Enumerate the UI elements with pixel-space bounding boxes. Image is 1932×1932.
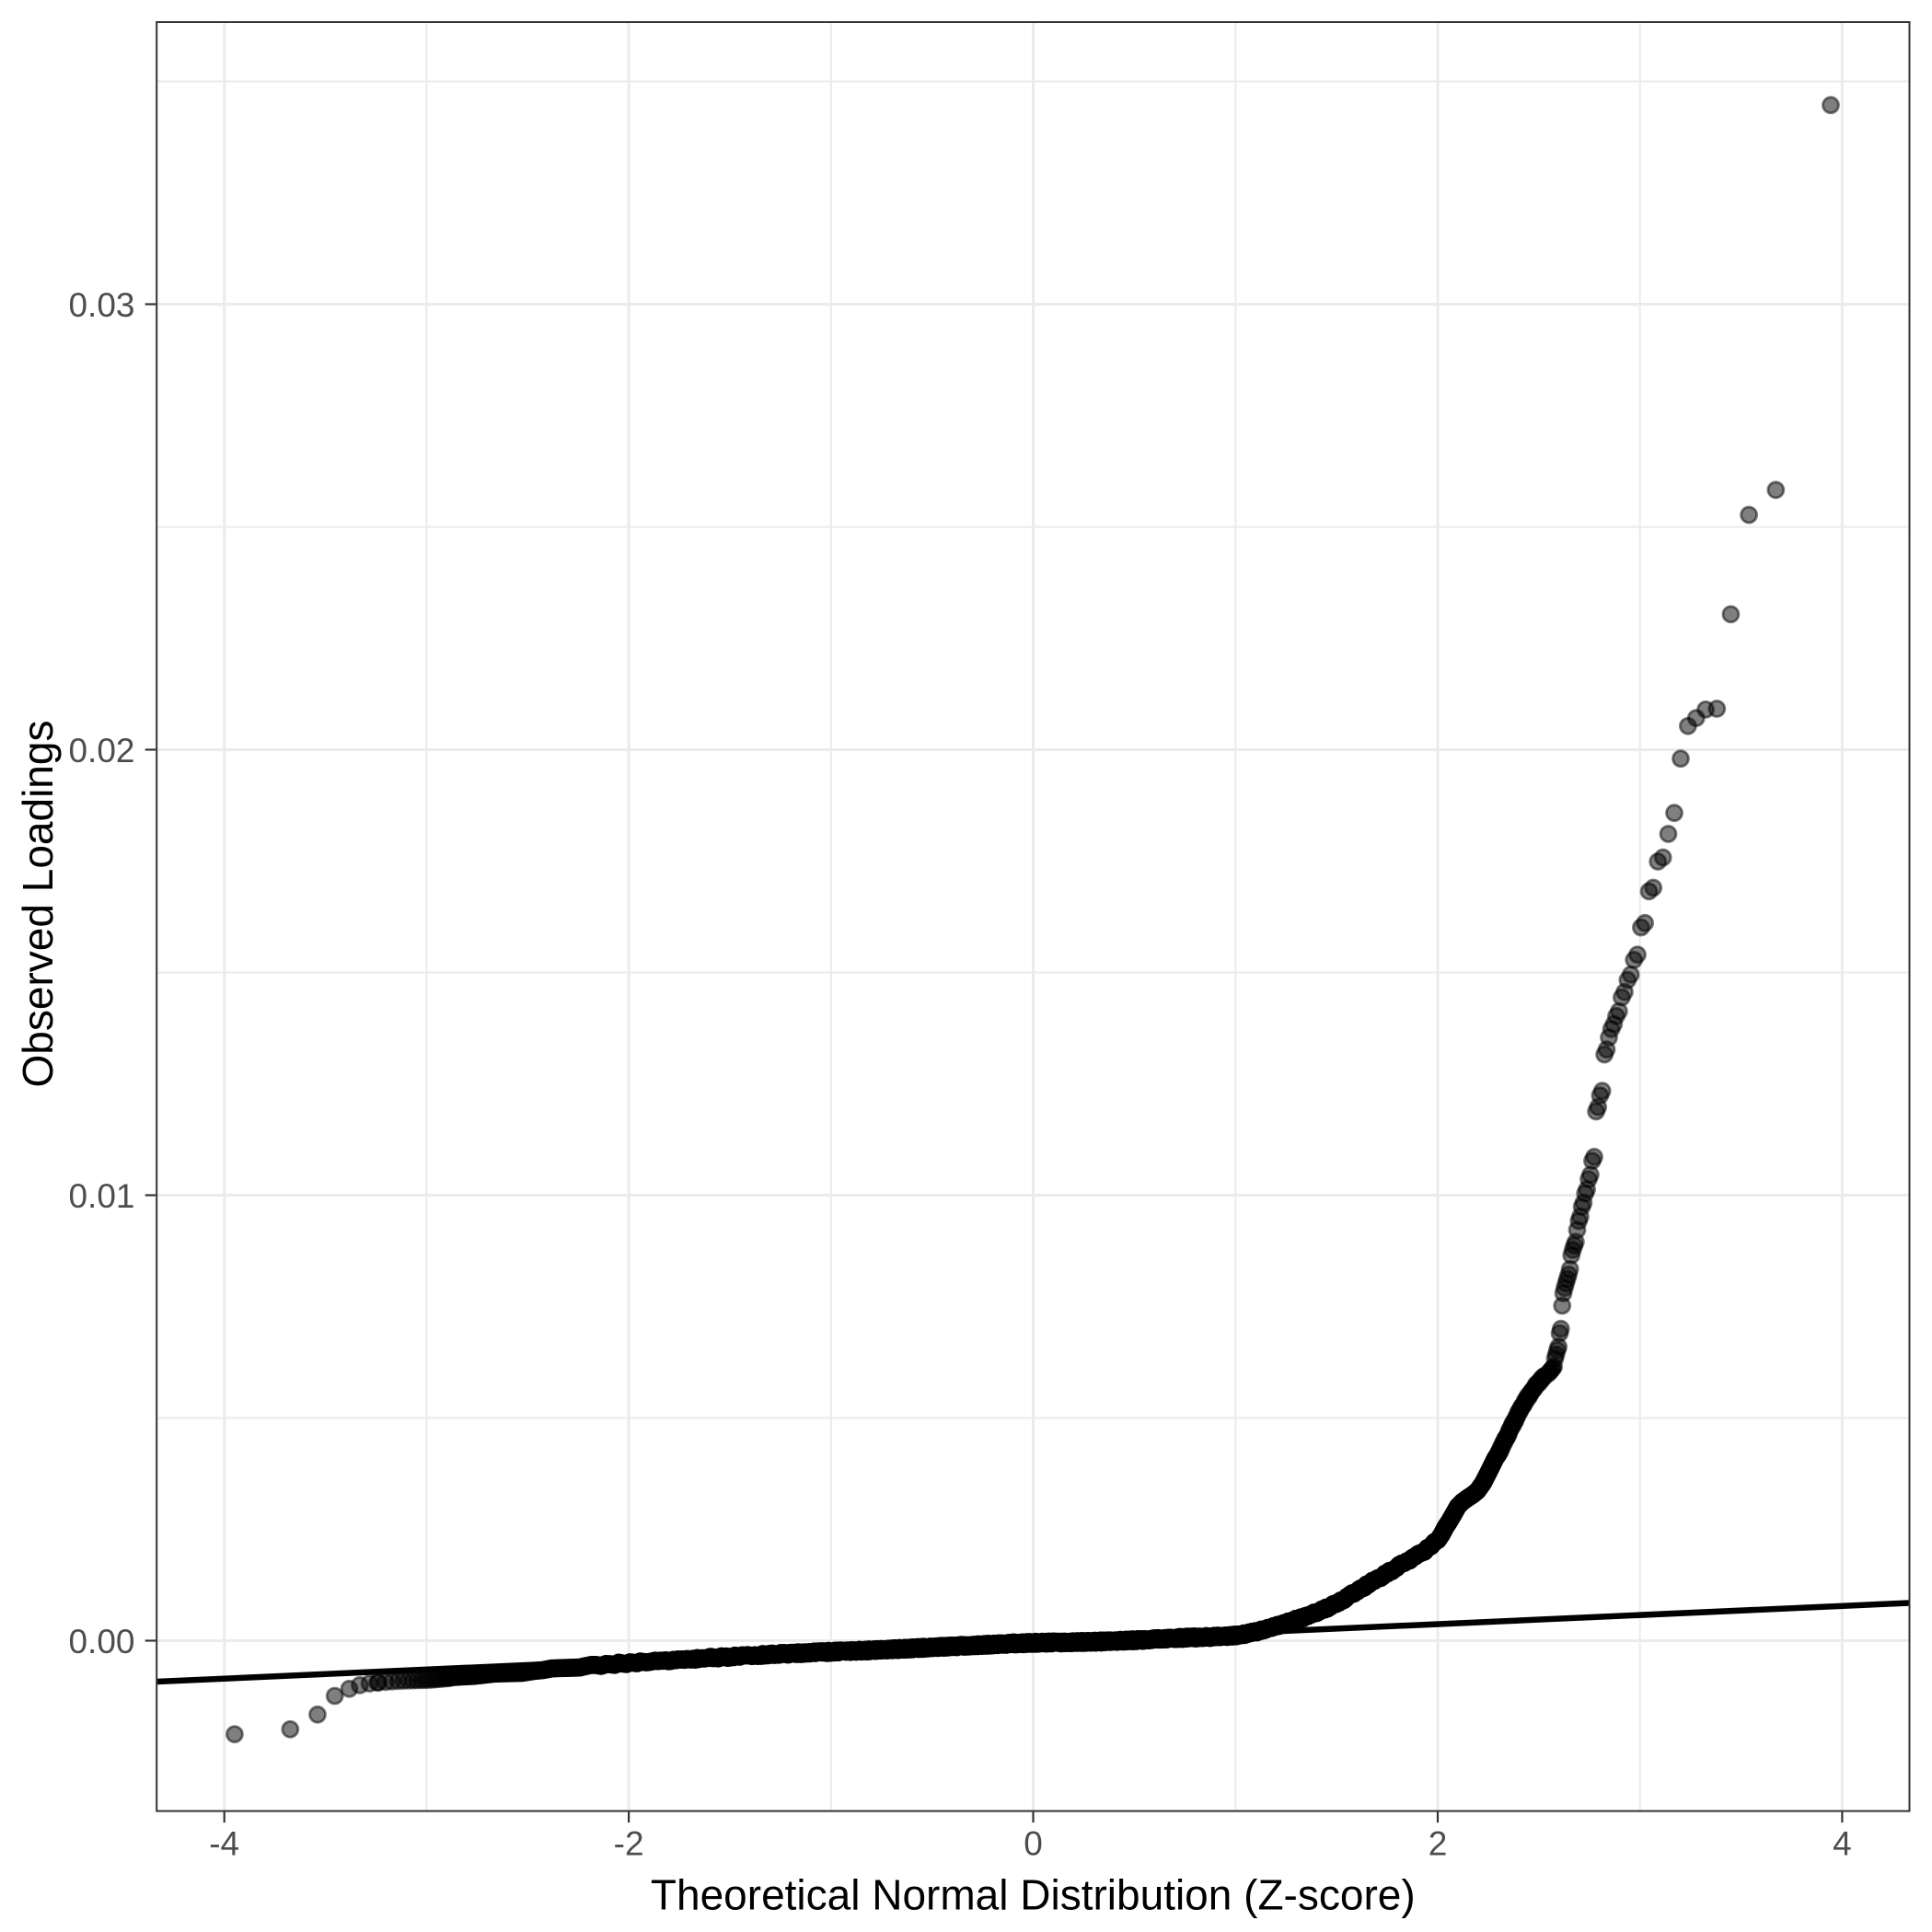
svg-text:0: 0: [1024, 1825, 1043, 1863]
svg-text:0.01: 0.01: [68, 1177, 134, 1215]
svg-text:4: 4: [1833, 1825, 1852, 1863]
svg-text:Theoretical Normal Distributio: Theoretical Normal Distribution (Z-score…: [651, 1871, 1416, 1919]
svg-text:0.02: 0.02: [68, 732, 134, 769]
svg-text:-2: -2: [614, 1825, 644, 1863]
svg-text:Observed Loadings: Observed Loadings: [14, 721, 62, 1088]
svg-text:2: 2: [1429, 1825, 1448, 1863]
svg-text:0.00: 0.00: [68, 1623, 134, 1660]
svg-text:-4: -4: [209, 1825, 239, 1863]
svg-text:0.03: 0.03: [68, 286, 134, 324]
